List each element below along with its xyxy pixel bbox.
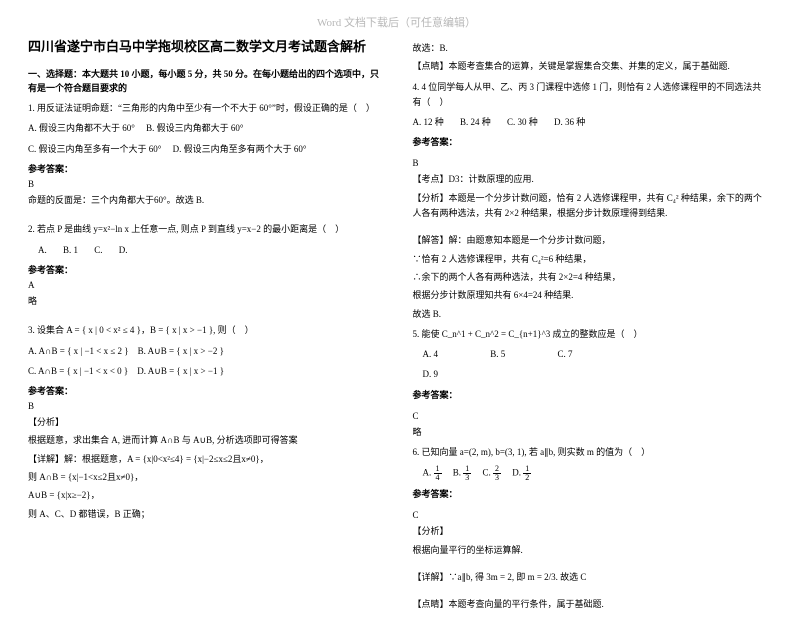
- q5-opts: A. 4 B. 5 C. 7: [423, 347, 766, 362]
- frac-b2: 3: [463, 474, 471, 482]
- doc-title: 四川省遂宁市白马中学拖坝校区高二数学文月考试题含解析: [28, 38, 381, 56]
- r-l2: 【点睛】本题考查集合的运算，关键是掌握集合交集、并集的定义，属于基础题.: [413, 59, 766, 74]
- frac-b: 4: [434, 474, 442, 482]
- q3-opt-c: C. A∩B = { x | −1 < x < 0 }: [28, 366, 128, 376]
- section-heading: 一、选择题：本大题共 10 小题，每小题 5 分，共 50 分。在每小题给出的四…: [28, 68, 381, 95]
- q6-nb: 【详解】∵a∥b, 得 3m = 2, 即 m = 2/3. 故选 C: [413, 570, 766, 585]
- q5-stem: 5. 能使 C_n^1 + C_n^2 = C_{n+1}^3 成立的整数应是（…: [413, 327, 766, 342]
- q2-opt-c: C.: [94, 245, 102, 255]
- q2-note: 略: [28, 294, 381, 309]
- q6-ans-label: 参考答案：: [413, 487, 766, 500]
- q4-jd4: 根据分步计数原理知共有 6×4=24 种结果.: [413, 288, 766, 303]
- q5-ans: C: [413, 411, 766, 421]
- q4-opt-b: B. 24 种: [460, 117, 491, 127]
- q6-opt-a: A.: [423, 468, 432, 478]
- q1-opt-d: D. 假设三内角至多有两个大于 60°: [173, 144, 307, 154]
- q3-stem: 3. 设集合 A = { x | 0 < x² ≤ 4 }，B = { x | …: [28, 323, 381, 338]
- q6-opt-b: B.: [453, 468, 461, 478]
- page-container: 四川省遂宁市白马中学拖坝校区高二数学文月考试题含解析 一、选择题：本大题共 10…: [0, 0, 793, 626]
- q1-note: 命题的反面是：三个内角都大于60°。故选 B.: [28, 193, 381, 208]
- q3-note5: 则 A、C、D 都错误，B 正确；: [28, 507, 381, 522]
- frac-b4: 2: [523, 474, 531, 482]
- q4-ft: 【分析】本题是一个分步计数问题，恰有 2 人选修课程甲，共有 C₄² 种结果，余…: [413, 191, 766, 222]
- q4-opts: A. 12 种 B. 24 种 C. 30 种 D. 36 种: [413, 115, 766, 130]
- q3-ans: B: [28, 401, 381, 411]
- q5-opt-d: D. 9: [423, 367, 766, 382]
- right-column: 故选：B. 【点睛】本题考查集合的运算，关键是掌握集合交集、并集的定义，属于基础…: [413, 38, 766, 616]
- q6-opts: A. 14 B. 13 C. 23 D. 12: [423, 465, 766, 482]
- q5-opt-b: B. 5: [490, 349, 505, 359]
- q2-ans-label: 参考答案：: [28, 263, 381, 276]
- q4-jd5: 故选 B.: [413, 307, 766, 322]
- q5-opt-a: A. 4: [423, 349, 439, 359]
- q5-opt-c: C. 7: [558, 349, 573, 359]
- q3-opts-row2: C. A∩B = { x | −1 < x < 0 } D. A∪B = { x…: [28, 364, 381, 379]
- q2-ans: A: [28, 280, 381, 290]
- q4-jd3: ∴余下的两个人各有两种选法，共有 2×2=4 种结果，: [413, 270, 766, 285]
- q3-opts-row1: A. A∩B = { x | −1 < x ≤ 2 } B. A∪B = { x…: [28, 344, 381, 359]
- q1-opts-row2: C. 假设三内角至多有一个大于 60° D. 假设三内角至多有两个大于 60°: [28, 142, 381, 157]
- q1-opt-b: B. 假设三内角都大于 60°: [146, 123, 243, 133]
- q3-opt-d: D. A∪B = { x | x > −1 }: [137, 366, 224, 376]
- q2-opt-a: A.: [38, 245, 47, 255]
- q1-ans: B: [28, 179, 381, 189]
- q3-opt-a: A. A∩B = { x | −1 < x ≤ 2 }: [28, 346, 129, 356]
- q6-opt-d: D.: [512, 468, 521, 478]
- q2-opts: A. B. 1 C. D.: [38, 243, 381, 258]
- q3-note3: 则 A∩B = {x|−1<x≤2且x≠0}，: [28, 470, 381, 485]
- q6-ans: C: [413, 510, 766, 520]
- q1-opt-c: C. 假设三内角至多有一个大于 60°: [28, 144, 161, 154]
- q4-stem: 4. 4 位同学每人从甲、乙、丙 3 门课程中选修 1 门，则恰有 2 人选修课…: [413, 80, 766, 111]
- q3-fx: 【分析】: [28, 415, 381, 430]
- watermark-text: Word 文档下载后（可任意编辑）: [0, 14, 793, 30]
- q4-jd2: ∵恰有 2 人选修课程甲，共有 C₄²=6 种结果，: [413, 252, 766, 267]
- q6-frac-a: 14: [434, 465, 442, 482]
- q6-stem: 6. 已知向量 a=(2, m), b=(3, 1), 若 a∥b, 则实数 m…: [413, 445, 766, 460]
- q4-ans-label: 参考答案：: [413, 135, 766, 148]
- q3-note4: A∪B = {x|x≥−2}，: [28, 488, 381, 503]
- q4-jd: 【解答】解：由题意知本题是一个分步计数问题，: [413, 233, 766, 248]
- frac-b3: 3: [493, 474, 501, 482]
- q5-ans-label: 参考答案：: [413, 388, 766, 401]
- q4-opt-a: A. 12 种: [413, 117, 444, 127]
- q6-fx: 【分析】: [413, 524, 766, 539]
- q2-stem: 2. 若点 P 是曲线 y=x²−ln x 上任意一点, 则点 P 到直线 y=…: [28, 222, 381, 237]
- q6-na: 根据向量平行的坐标运算解.: [413, 543, 766, 558]
- r-l1: 故选：B.: [413, 41, 766, 56]
- q2-opt-b: B. 1: [63, 245, 78, 255]
- q6-opt-c: C.: [483, 468, 491, 478]
- q1-ans-label: 参考答案：: [28, 162, 381, 175]
- q3-note1: 根据题意，求出集合 A, 进而计算 A∩B 与 A∪B, 分析选项即可得答案: [28, 433, 381, 448]
- q4-opt-d: D. 36 种: [554, 117, 585, 127]
- q1-opts-row1: A. 假设三内角都不大于 60° B. 假设三内角都大于 60°: [28, 121, 381, 136]
- q1-opt-a: A. 假设三内角都不大于 60°: [28, 123, 135, 133]
- q3-note2: 【详解】解：根据题意，A = {x|0<x²≤4} = {x|−2≤x≤2且x≠…: [28, 452, 381, 467]
- q5-note: 略: [413, 425, 766, 440]
- q1-stem: 1. 用反证法证明命题：“三角形的内角中至少有一个不大于 60°”时，假设正确的…: [28, 101, 381, 116]
- q3-opt-b: B. A∪B = { x | x > −2 }: [138, 346, 224, 356]
- q6-nc: 【点睛】本题考查向量的平行条件，属于基础题.: [413, 597, 766, 612]
- q4-ans: B: [413, 158, 766, 168]
- q4-opt-c: C. 30 种: [507, 117, 538, 127]
- q4-kd: 【考点】D3：计数原理的应用.: [413, 172, 766, 187]
- q3-ans-label: 参考答案：: [28, 384, 381, 397]
- q6-frac-d: 12: [523, 465, 531, 482]
- q6-frac-c: 23: [493, 465, 501, 482]
- q6-frac-b: 13: [463, 465, 471, 482]
- left-column: 四川省遂宁市白马中学拖坝校区高二数学文月考试题含解析 一、选择题：本大题共 10…: [28, 38, 381, 616]
- q2-opt-d: D.: [119, 245, 128, 255]
